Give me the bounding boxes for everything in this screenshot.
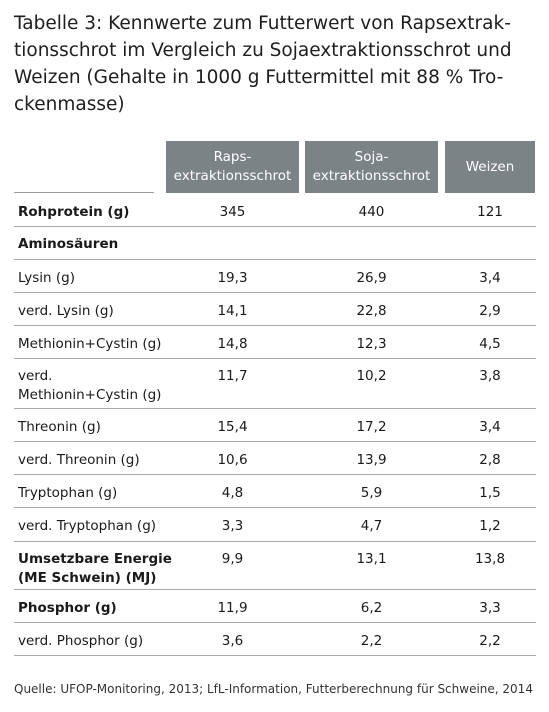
row-label: Rohprotein (g) xyxy=(18,204,130,220)
column-header-raps: Raps- extraktionsschrot xyxy=(166,141,299,193)
table-row: verd. Methionin+Cystin (g) 11,7 10,2 3,8 xyxy=(14,358,536,409)
row-label: verd. Lysin (g) xyxy=(18,303,114,319)
row-value: 22,8 xyxy=(356,303,387,319)
row-label: Umsetzbare Energie (ME Schwein) (MJ) xyxy=(18,551,172,586)
row-label: verd. Threonin (g) xyxy=(18,452,140,468)
row-value: 10,6 xyxy=(217,452,248,468)
table-row: Methionin+Cystin (g) 14,8 12,3 4,5 xyxy=(14,325,536,359)
row-value: 2,8 xyxy=(479,452,501,468)
row-value: 9,9 xyxy=(221,551,244,567)
row-value: 13,1 xyxy=(356,551,387,567)
table-title: Tabelle 3: Kennwerte zum Futterwert von … xyxy=(14,13,512,115)
row-value: 3,6 xyxy=(221,633,244,649)
column-header-weizen-label: Weizen xyxy=(465,158,515,175)
row-value: 13,8 xyxy=(474,551,506,567)
row-value: 26,9 xyxy=(356,270,387,286)
table-row: Lysin (g) 19,3 26,9 3,4 xyxy=(14,259,536,293)
row-value: 11,7 xyxy=(217,368,248,384)
row-label: Threonin (g) xyxy=(18,419,101,435)
row-label: verd. Tryptophan (g) xyxy=(18,518,157,534)
row-value: 3,4 xyxy=(479,270,501,286)
row-label: verd. Methionin+Cystin (g) xyxy=(18,368,162,403)
row-value: 19,3 xyxy=(217,270,248,286)
table-row: Umsetzbare Energie (ME Schwein) (MJ) 9,9 1… xyxy=(14,541,536,590)
column-header-weizen: Weizen xyxy=(445,141,535,193)
table-row: verd. Lysin (g) 14,1 22,8 2,9 xyxy=(14,292,536,326)
row-value: 14,8 xyxy=(217,336,248,352)
row-label: Phosphor (g) xyxy=(18,600,117,616)
table-row: Aminosäuren xyxy=(14,226,536,260)
row-label: Lysin (g) xyxy=(18,270,76,286)
row-value: 1,2 xyxy=(479,518,501,534)
row-value: 3,3 xyxy=(221,518,244,534)
row-value: 5,9 xyxy=(360,485,383,501)
row-label: verd. Phosphor (g) xyxy=(18,633,144,649)
table-row: verd. Phosphor (g) 3,6 2,2 2,2 xyxy=(14,622,536,656)
row-value: 4,5 xyxy=(479,336,501,352)
column-header-raps-label: Raps- extraktionsschrot xyxy=(173,149,292,184)
row-value: 3,8 xyxy=(479,368,501,384)
header-underline xyxy=(14,192,154,193)
table-row: Phosphor (g) 11,9 6,2 3,3 xyxy=(14,589,536,623)
row-value: 2,9 xyxy=(479,303,501,319)
row-value: 440 xyxy=(358,204,385,220)
row-value: 6,2 xyxy=(360,600,383,616)
row-value: 1,5 xyxy=(479,485,501,501)
row-value: 345 xyxy=(219,204,246,220)
table-row: Threonin (g) 15,4 17,2 3,4 xyxy=(14,408,536,442)
row-value: 3,3 xyxy=(479,600,501,616)
table-row: verd. Tryptophan (g) 3,3 4,7 1,2 xyxy=(14,507,536,542)
source-note: Quelle: UFOP-Monitoring, 2013; LfL-Infor… xyxy=(14,682,533,696)
row-label: Methionin+Cystin (g) xyxy=(18,336,162,352)
row-value: 3,4 xyxy=(479,419,501,435)
row-value: 14,1 xyxy=(217,303,248,319)
table-row: Rohprotein (g) 345 440 121 xyxy=(14,193,536,227)
row-value: 12,3 xyxy=(356,336,387,352)
row-value: 15,4 xyxy=(217,419,248,435)
row-value: 17,2 xyxy=(356,419,387,435)
row-value: 11,9 xyxy=(217,600,248,616)
column-header-soja: Soja- extraktionsschrot xyxy=(305,141,438,193)
column-header-soja-label: Soja- extraktionsschrot xyxy=(312,149,431,184)
row-value: 10,2 xyxy=(356,368,387,384)
table-row: Tryptophan (g) 4,8 5,9 1,5 xyxy=(14,474,536,508)
row-value: 13,9 xyxy=(356,452,387,468)
row-value: 2,2 xyxy=(360,633,383,649)
row-value: 2,2 xyxy=(479,633,501,649)
row-value: 4,8 xyxy=(221,485,244,501)
row-label: Tryptophan (g) xyxy=(18,485,118,501)
row-value: 4,7 xyxy=(360,518,383,534)
row-label: Aminosäuren xyxy=(18,236,119,252)
row-value: 121 xyxy=(477,204,503,220)
table-row: verd. Threonin (g) 10,6 13,9 2,8 xyxy=(14,441,536,475)
